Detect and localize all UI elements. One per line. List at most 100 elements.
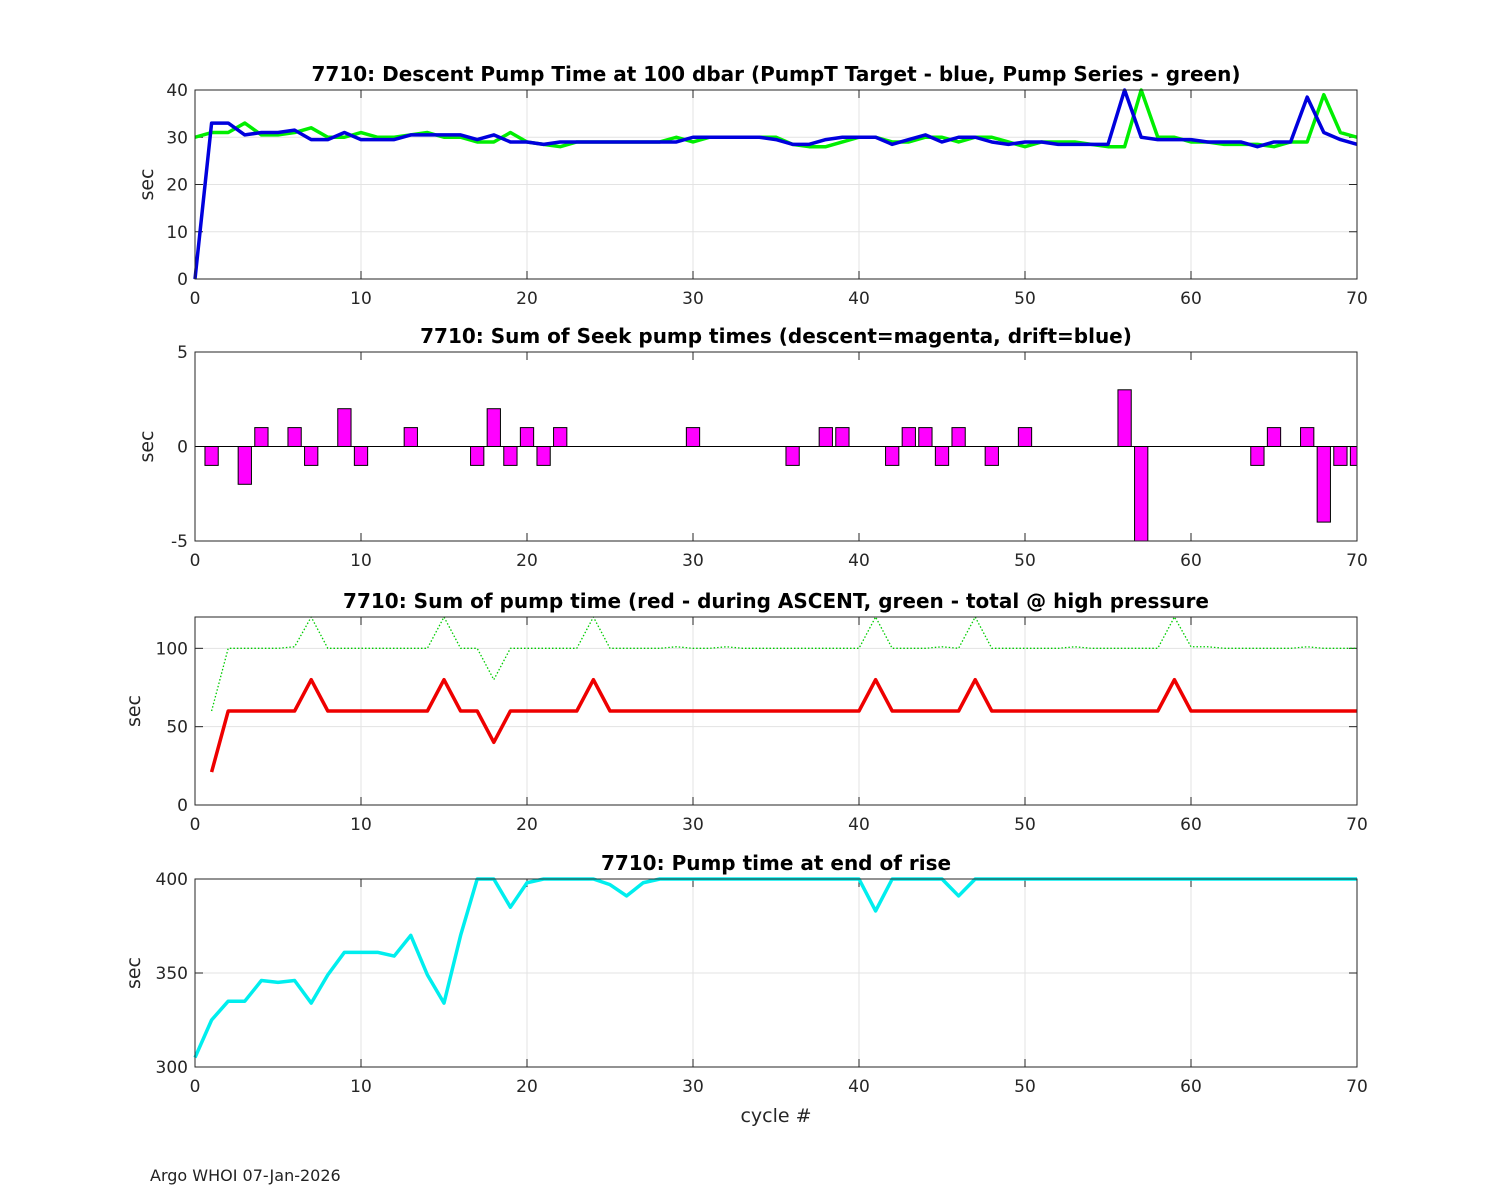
x-tick-label: 30 xyxy=(682,1077,704,1097)
x-tick-label: 10 xyxy=(350,815,372,835)
x-tick-label: 60 xyxy=(1180,815,1202,835)
bar xyxy=(1316,446,1331,523)
x-tick-label: 0 xyxy=(190,289,201,309)
plot-frame xyxy=(194,351,1358,542)
plot-frame xyxy=(194,616,1358,806)
bar xyxy=(685,427,701,448)
y-tick-label: 0 xyxy=(177,270,188,290)
bar xyxy=(901,427,916,448)
x-tick-label: 40 xyxy=(848,815,870,835)
y-axis-label: sec xyxy=(136,430,158,462)
bar xyxy=(287,427,302,448)
x-tick-label: 40 xyxy=(848,1077,870,1097)
series-line-1 xyxy=(194,88,1358,149)
x-tick-label: 40 xyxy=(848,289,870,309)
chart-panel-4: 0 10 20 30 40 50 60 70 300 350 400 7710: Pump time … xyxy=(123,851,1368,1127)
bar xyxy=(503,446,518,466)
y-tick-label: 30 xyxy=(166,128,188,148)
x-tick-label: 70 xyxy=(1346,1077,1368,1097)
x-tick-label: 50 xyxy=(1014,1077,1036,1097)
x-tick-label: 20 xyxy=(516,1077,538,1097)
plot-frame xyxy=(194,878,1358,1068)
x-tick-label: 30 xyxy=(682,815,704,835)
chart-title: 7710: Descent Pump Time at 100 dbar (Pum… xyxy=(312,62,1241,86)
chart-title: 7710: Sum of pump time (red - during ASC… xyxy=(343,589,1209,613)
bar xyxy=(1333,446,1348,466)
y-tick-label: 5 xyxy=(177,343,188,363)
bar xyxy=(818,427,833,448)
bar xyxy=(254,427,269,448)
x-tick-label: 20 xyxy=(516,815,538,835)
x-tick-label: 10 xyxy=(350,1077,372,1097)
x-tick-label: 30 xyxy=(682,289,704,309)
x-tick-label: 40 xyxy=(848,551,870,571)
series-line-1 xyxy=(210,616,1357,712)
bar xyxy=(486,408,501,448)
y-tick-label: 20 xyxy=(166,176,188,196)
y-tick-label: 40 xyxy=(166,81,188,101)
bar xyxy=(403,427,418,448)
bar xyxy=(553,427,568,448)
y-tick-label: 0 xyxy=(177,796,188,816)
x-tick-label: 70 xyxy=(1346,289,1368,309)
x-tick-label: 20 xyxy=(516,551,538,571)
x-tick-label: 70 xyxy=(1346,551,1368,571)
x-tick-label: 30 xyxy=(682,551,704,571)
y-tick-label: 100 xyxy=(156,639,188,659)
bar xyxy=(1266,427,1282,448)
bar xyxy=(1017,427,1033,448)
bar xyxy=(1300,427,1315,448)
bar xyxy=(204,446,219,466)
y-axis-label: sec xyxy=(123,695,145,727)
y-tick-label: 400 xyxy=(156,870,188,890)
x-tick-label: 60 xyxy=(1180,289,1202,309)
chart-title: 7710: Pump time at end of rise xyxy=(601,851,951,875)
chart-title: 7710: Sum of Seek pump times (descent=ma… xyxy=(420,324,1132,348)
bar xyxy=(885,446,900,466)
y-tick-label: 0 xyxy=(177,438,188,458)
bar xyxy=(1134,446,1149,542)
x-axis-label: cycle # xyxy=(740,1105,811,1127)
bar xyxy=(951,427,966,448)
bar xyxy=(1250,446,1265,466)
series-line-2 xyxy=(193,88,1358,280)
bar xyxy=(337,408,352,448)
bar xyxy=(304,446,319,466)
chart-panel-1: 0 10 20 30 40 50 60 70 0 10 20 30 40 7710: Descent Pu… xyxy=(136,62,1368,309)
x-tick-label: 50 xyxy=(1014,551,1036,571)
y-tick-label: -5 xyxy=(171,532,188,552)
y-tick-label: 50 xyxy=(166,718,188,738)
bar xyxy=(353,446,369,466)
x-tick-label: 50 xyxy=(1014,289,1036,309)
x-tick-label: 0 xyxy=(190,815,201,835)
bar xyxy=(934,446,950,466)
bar xyxy=(835,427,850,448)
bar xyxy=(470,446,485,466)
plot-frame xyxy=(194,89,1358,280)
bar xyxy=(785,446,800,466)
bar xyxy=(519,427,535,448)
bar xyxy=(918,427,933,448)
footer-text: Argo WHOI 07-Jan-2026 xyxy=(150,1166,341,1185)
x-tick-label: 70 xyxy=(1346,815,1368,835)
y-tick-label: 300 xyxy=(156,1058,188,1078)
x-tick-label: 50 xyxy=(1014,815,1036,835)
chart-panel-3: 0 10 20 30 40 50 60 70 0 50 100 7710: Sum of pump t… xyxy=(123,589,1368,835)
bar xyxy=(984,446,999,466)
bar xyxy=(237,446,252,485)
x-tick-label: 0 xyxy=(190,1077,201,1097)
series-line-1 xyxy=(193,877,1357,1059)
x-tick-label: 60 xyxy=(1180,551,1202,571)
y-axis-label: sec xyxy=(123,957,145,989)
y-axis-label: sec xyxy=(136,168,158,200)
y-tick-label: 350 xyxy=(156,964,188,984)
bar xyxy=(1117,389,1132,447)
x-tick-label: 10 xyxy=(350,289,372,309)
x-tick-label: 60 xyxy=(1180,1077,1202,1097)
x-tick-label: 20 xyxy=(516,289,538,309)
bar xyxy=(1349,446,1358,466)
series-line-2 xyxy=(209,677,1357,773)
x-tick-label: 0 xyxy=(190,551,201,571)
